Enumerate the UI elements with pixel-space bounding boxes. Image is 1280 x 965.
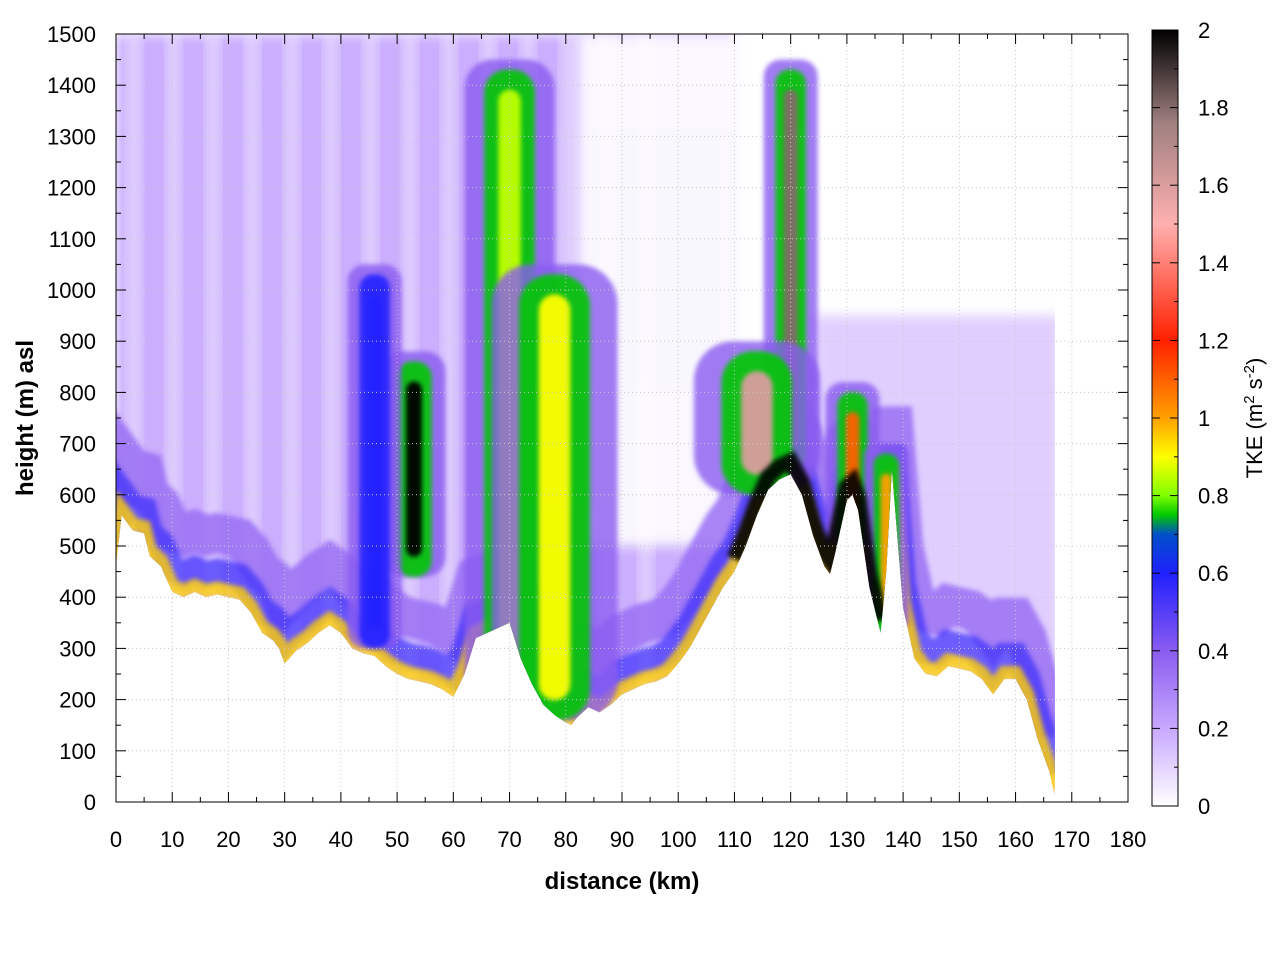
- x-tick-label: 120: [772, 827, 809, 852]
- x-axis-ticks: 0 10 20 30 40 50 60 70 80 90 100 110 120 130 140 150 160…: [110, 34, 1146, 852]
- y-axis-label: height (m) asl: [12, 340, 39, 496]
- colorbar-tick-label: 0.6: [1198, 561, 1229, 586]
- colorbar-tick-label: 1.6: [1198, 173, 1229, 198]
- x-tick-label: 160: [997, 827, 1034, 852]
- colorbar-tick-label: 0: [1198, 794, 1210, 819]
- x-tick-label: 70: [497, 827, 521, 852]
- y-tick-label: 1400: [47, 73, 96, 98]
- x-tick-label: 170: [1053, 827, 1090, 852]
- y-tick-label: 700: [59, 432, 96, 457]
- colorbar-tick-label: 1.2: [1198, 328, 1229, 353]
- colorbar-ticks: 0 0.2 0.4 0.6 0.8 1 1.2 1.4 1.6 1.8 2: [1152, 18, 1229, 819]
- tke-plume-core: [741, 371, 773, 475]
- y-tick-label: 1100: [49, 227, 96, 252]
- colorbar-tick-label: 1.4: [1198, 251, 1229, 276]
- y-tick-label: 200: [59, 688, 96, 713]
- x-tick-label: 50: [385, 827, 409, 852]
- y-tick-label: 800: [59, 380, 96, 405]
- y-tick-label: 600: [59, 483, 96, 508]
- x-tick-label: 0: [110, 827, 122, 852]
- colorbar-tick-label: 0.2: [1198, 716, 1229, 741]
- tke-field-above-terrain: [116, 34, 1055, 797]
- tke-plume-core: [538, 294, 571, 701]
- grid-lines: [116, 34, 1128, 802]
- y-tick-label: 1300: [47, 124, 96, 149]
- x-tick-label: 40: [329, 827, 353, 852]
- x-tick-label: 110: [717, 827, 752, 852]
- y-tick-label: 900: [59, 329, 96, 354]
- x-tick-label: 140: [885, 827, 922, 852]
- y-tick-label: 0: [84, 790, 96, 815]
- colorbar-tick-label: 0.8: [1198, 484, 1229, 509]
- x-tick-label: 80: [554, 827, 578, 852]
- colorbar-tick-label: 2: [1198, 18, 1210, 43]
- colorbar-label: TKE (m2 s-2): [1241, 358, 1267, 479]
- colorbar-tick-label: 0.4: [1198, 639, 1229, 664]
- x-tick-label: 90: [610, 827, 634, 852]
- y-axis-ticks: 0 100 200 300 400 500 600 700 800 900 1000 1100 1200…: [47, 22, 1128, 815]
- y-tick-label: 500: [59, 534, 96, 559]
- plot-area: 0 10 20 30 40 50 60 70 80 90 100 110 120 130 140 150 160…: [47, 22, 1146, 852]
- tke-max-layer: [727, 451, 889, 623]
- tke-plume-core: [367, 294, 382, 629]
- colorbar: 0 0.2 0.4 0.6 0.8 1 1.2 1.4 1.6 1.8 2 TKE (m2 s-2): [1151, 18, 1267, 819]
- y-tick-label: 400: [59, 585, 96, 610]
- tke-field: [116, 34, 1055, 797]
- y-tick-label: 1200: [47, 176, 96, 201]
- x-tick-label: 60: [441, 827, 465, 852]
- y-tick-label: 1000: [47, 278, 96, 303]
- x-tick-label: 100: [660, 827, 697, 852]
- tke-plume-core: [406, 381, 422, 557]
- y-tick-label: 300: [59, 636, 96, 661]
- x-axis-label: distance (km): [545, 868, 700, 895]
- x-tick-label: 150: [941, 827, 978, 852]
- colorbar-tick-label: 1: [1198, 406, 1210, 431]
- x-tick-label: 130: [829, 827, 866, 852]
- x-tick-label: 30: [272, 827, 296, 852]
- x-tick-label: 10: [160, 827, 184, 852]
- x-tick-label: 20: [216, 827, 240, 852]
- x-tick-label: 180: [1110, 827, 1147, 852]
- colorbar-tick-label: 1.8: [1198, 96, 1229, 121]
- y-tick-label: 1500: [47, 22, 96, 47]
- y-tick-label: 100: [59, 739, 96, 764]
